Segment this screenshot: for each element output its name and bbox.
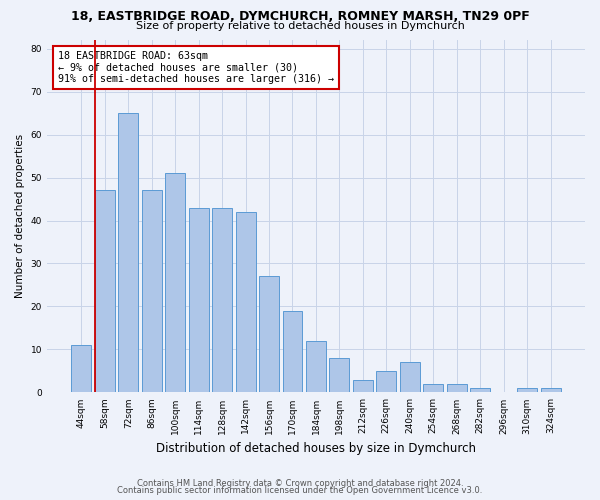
X-axis label: Distribution of detached houses by size in Dymchurch: Distribution of detached houses by size … xyxy=(156,442,476,455)
Bar xyxy=(118,113,138,392)
Bar xyxy=(71,345,91,393)
Bar xyxy=(212,208,232,392)
Bar xyxy=(423,384,443,392)
Bar xyxy=(376,371,397,392)
Bar xyxy=(188,208,209,392)
Bar xyxy=(95,190,115,392)
Text: Contains public sector information licensed under the Open Government Licence v3: Contains public sector information licen… xyxy=(118,486,482,495)
Bar xyxy=(283,311,302,392)
Bar xyxy=(353,380,373,392)
Y-axis label: Number of detached properties: Number of detached properties xyxy=(15,134,25,298)
Bar xyxy=(306,341,326,392)
Bar xyxy=(517,388,537,392)
Bar xyxy=(236,212,256,392)
Bar xyxy=(541,388,560,392)
Text: Contains HM Land Registry data © Crown copyright and database right 2024.: Contains HM Land Registry data © Crown c… xyxy=(137,478,463,488)
Text: 18, EASTBRIDGE ROAD, DYMCHURCH, ROMNEY MARSH, TN29 0PF: 18, EASTBRIDGE ROAD, DYMCHURCH, ROMNEY M… xyxy=(71,10,529,23)
Bar xyxy=(400,362,420,392)
Bar xyxy=(165,173,185,392)
Text: 18 EASTBRIDGE ROAD: 63sqm
← 9% of detached houses are smaller (30)
91% of semi-d: 18 EASTBRIDGE ROAD: 63sqm ← 9% of detach… xyxy=(58,50,334,84)
Text: Size of property relative to detached houses in Dymchurch: Size of property relative to detached ho… xyxy=(136,21,464,31)
Bar xyxy=(259,276,279,392)
Bar xyxy=(447,384,467,392)
Bar xyxy=(470,388,490,392)
Bar xyxy=(329,358,349,392)
Bar xyxy=(142,190,162,392)
